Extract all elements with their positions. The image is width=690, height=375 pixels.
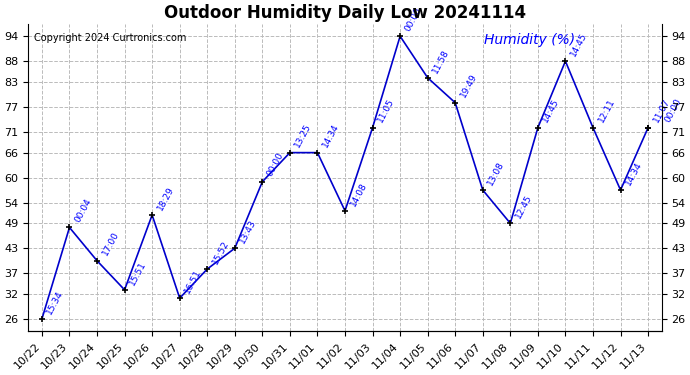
Text: 18:29: 18:29 xyxy=(155,185,175,211)
Text: 14:45: 14:45 xyxy=(541,98,561,124)
Text: 00:00: 00:00 xyxy=(663,97,683,124)
Text: Humidity (%): Humidity (%) xyxy=(484,33,575,47)
Title: Outdoor Humidity Daily Low 20241114: Outdoor Humidity Daily Low 20241114 xyxy=(164,4,526,22)
Text: 15:52: 15:52 xyxy=(210,239,230,266)
Text: 00:04: 00:04 xyxy=(72,197,93,224)
Text: 17:00: 17:00 xyxy=(100,230,121,257)
Text: 00:00: 00:00 xyxy=(404,6,424,33)
Text: 11:07: 11:07 xyxy=(651,97,671,124)
Text: 13:25: 13:25 xyxy=(293,122,313,149)
Text: 11:05: 11:05 xyxy=(376,97,396,124)
Text: 14:45: 14:45 xyxy=(569,31,589,58)
Text: 16:51: 16:51 xyxy=(183,268,203,295)
Text: 12:45: 12:45 xyxy=(513,193,533,220)
Text: 15:51: 15:51 xyxy=(128,260,148,286)
Text: 13:43: 13:43 xyxy=(238,218,258,245)
Text: 14:34: 14:34 xyxy=(321,123,341,149)
Text: 13:08: 13:08 xyxy=(486,160,506,187)
Text: 14:34: 14:34 xyxy=(624,160,644,187)
Text: 14:08: 14:08 xyxy=(348,180,368,207)
Text: 12:11: 12:11 xyxy=(596,98,616,124)
Text: Copyright 2024 Curtronics.com: Copyright 2024 Curtronics.com xyxy=(34,33,187,43)
Text: 00:00: 00:00 xyxy=(266,152,286,178)
Text: 15:34: 15:34 xyxy=(46,289,66,316)
Text: 19:49: 19:49 xyxy=(459,72,479,99)
Text: 11:58: 11:58 xyxy=(431,47,451,75)
